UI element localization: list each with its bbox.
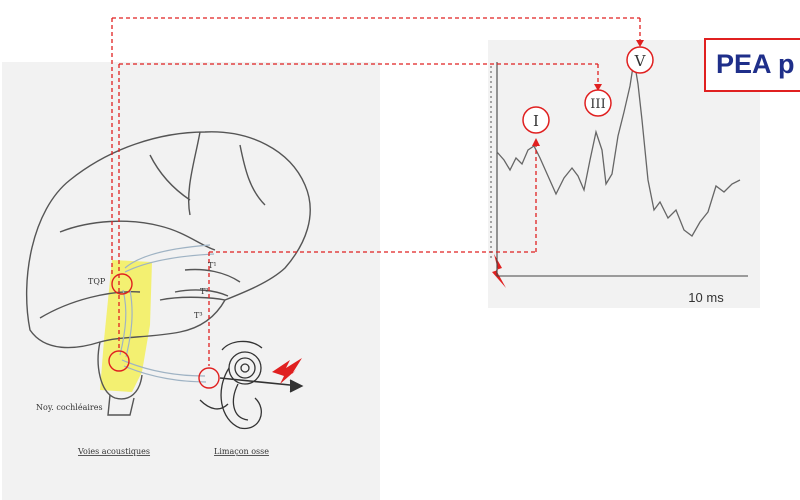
abr-waveform [496,59,741,237]
dashed-connectors [111,17,641,366]
pathway-fibers [119,244,215,383]
t2-label: T² [200,287,209,296]
noyaux-cochleaires-label: Noy. cochléaires [36,403,103,412]
t1-label: T¹ [208,261,217,270]
limacon-label: Limaçon osse [214,447,269,456]
tqp-label: TQP [88,277,106,286]
peak-v-label: V [634,52,647,70]
pathway-highlight [100,260,152,392]
voies-acoustiques-label: Voies acoustiques [77,447,150,456]
brain-outline [25,131,311,416]
cochlear-nucleus-circle [108,350,130,372]
slide-title: PEA p [716,49,795,79]
peak-i-circle [522,106,550,134]
arrowheads [532,40,644,146]
peak-v-circle [626,46,654,74]
peak-iii-circle [584,89,612,117]
inner-ear-drawing [199,340,304,430]
time-scale-label: 10 ms [688,290,724,305]
peak-i-label: I [533,112,539,130]
stimulus-bolt-icon [272,358,302,384]
brain-figure-background [2,62,380,500]
tqp-circle [111,273,133,295]
t3-label: T³ [194,311,203,320]
stimulus-marker-bolt-icon [492,254,506,288]
cochlea-nerve-circle [198,367,220,389]
title-box: PEA p [704,38,800,92]
peak-iii-label: III [590,97,605,112]
waveform-axes [496,62,748,277]
